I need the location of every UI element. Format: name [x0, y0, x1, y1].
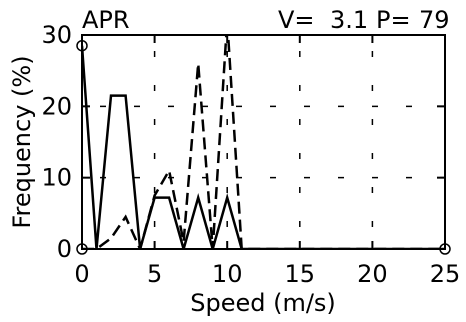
annotation-p-value: 79: [419, 6, 450, 34]
series-line-solid: [82, 45, 445, 249]
plot-frame: [81, 34, 446, 250]
annotation-v-label: V=: [278, 6, 315, 34]
series-group: [82, 35, 445, 249]
y-tick-label: 20: [41, 92, 72, 120]
y-tick-label: 30: [41, 21, 72, 49]
x-tick-label: 5: [147, 260, 162, 288]
y-axis-label: Frequency (%): [8, 55, 36, 228]
annotation-p-label: P=: [376, 6, 411, 34]
x-tick-label: 25: [430, 260, 461, 288]
axis-ticks: 0 5 10 15 20 25 0 10 20 30: [41, 21, 460, 288]
x-tick-label: 15: [285, 260, 316, 288]
y-tick-label: 0: [57, 235, 72, 263]
x-tick-label: 20: [357, 260, 388, 288]
y-tick-label: 10: [41, 164, 72, 192]
chart-title: APR: [82, 6, 130, 34]
annotation-v-value: 3.1: [330, 6, 368, 34]
x-axis-label: Speed (m/s): [190, 289, 336, 317]
x-tick-label: 0: [74, 260, 89, 288]
x-tick-label: 10: [212, 260, 243, 288]
marker-group: [76, 39, 451, 255]
